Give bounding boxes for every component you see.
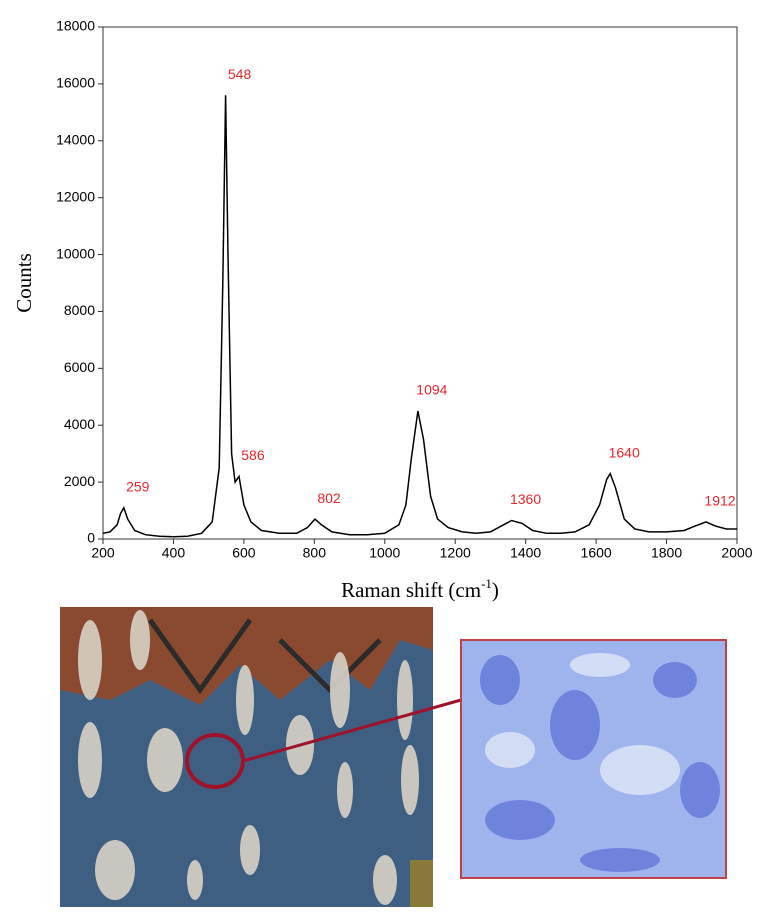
y-tick-label: 14000 xyxy=(56,131,95,147)
x-label-text: Raman shift (cm xyxy=(341,578,481,602)
y-axis-label: Counts xyxy=(12,253,36,313)
peak-label: 586 xyxy=(241,447,265,463)
y-tick-label: 10000 xyxy=(56,245,95,261)
peak-label: 1640 xyxy=(609,444,640,460)
peak-label: 802 xyxy=(317,490,341,506)
micrograph xyxy=(460,639,727,879)
peak-label: 1360 xyxy=(510,491,541,507)
y-tick-label: 0 xyxy=(87,530,95,546)
sample-photo xyxy=(60,607,433,907)
y-tick-label: 4000 xyxy=(64,416,95,432)
x-tick-label: 800 xyxy=(303,545,327,561)
y-tick-label: 18000 xyxy=(56,18,95,34)
x-tick-label: 1800 xyxy=(651,545,682,561)
x-tick-label: 200 xyxy=(91,545,115,561)
spectrum-line xyxy=(102,95,737,538)
plot-frame xyxy=(102,26,738,540)
x-tick-label: 1400 xyxy=(510,545,541,561)
y-tick-label: 16000 xyxy=(56,75,95,91)
y-tick-label: 2000 xyxy=(64,473,95,489)
peak-label: 548 xyxy=(228,66,252,82)
x-tick-label: 400 xyxy=(162,545,186,561)
x-tick-label: 600 xyxy=(232,545,256,561)
y-tick-label: 8000 xyxy=(64,302,95,318)
connector xyxy=(242,698,462,763)
peak-label: 1912 xyxy=(704,493,735,509)
x-label-sup: -1 xyxy=(481,576,492,591)
x-tick-label: 1200 xyxy=(440,545,471,561)
x-tick-label: 1600 xyxy=(581,545,612,561)
x-tick-label: 1000 xyxy=(369,545,400,561)
peak-label: 259 xyxy=(126,478,150,494)
y-tick-label: 6000 xyxy=(64,359,95,375)
x-label-end: ) xyxy=(492,578,499,602)
peak-label: 1094 xyxy=(416,382,447,398)
x-axis-label: Raman shift (cm-1) xyxy=(341,576,499,602)
x-tick-label: 2000 xyxy=(721,545,752,561)
y-tick-label: 12000 xyxy=(56,188,95,204)
